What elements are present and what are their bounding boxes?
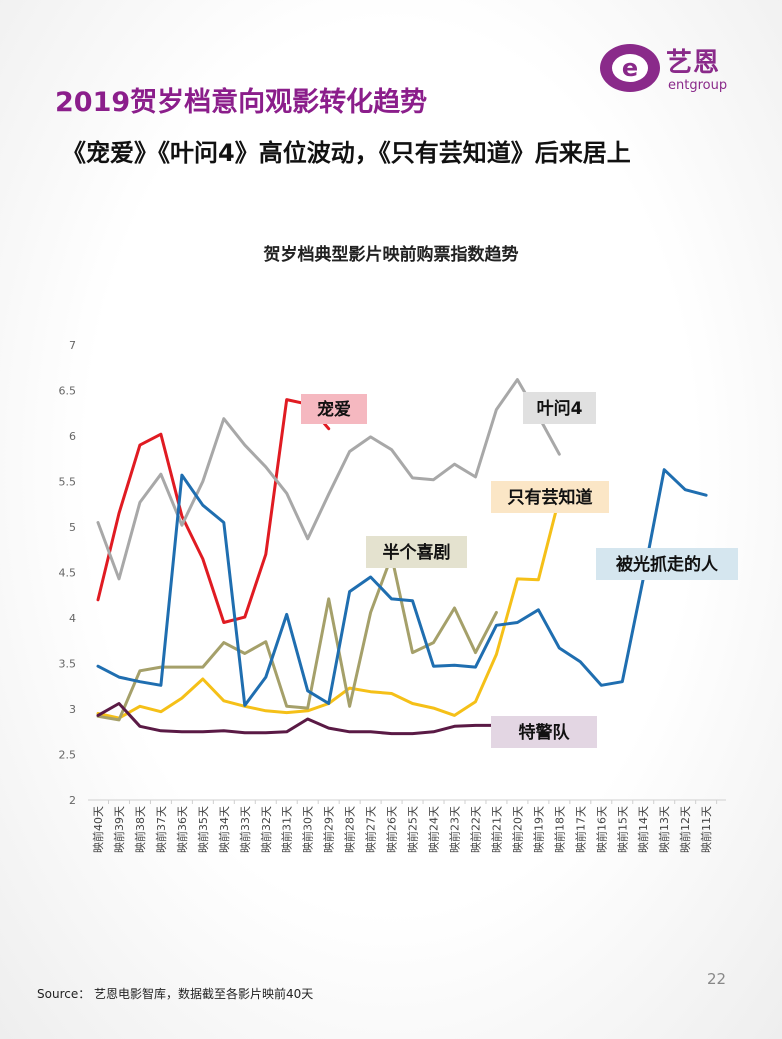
entgroup-logo: e (600, 44, 660, 92)
y-tick-label: 4 (69, 612, 76, 625)
series-line (96, 554, 498, 722)
x-tick-label: 映前27天 (364, 806, 378, 853)
series-line (96, 702, 498, 736)
x-tick-label: 映前34天 (217, 806, 231, 853)
x-tick-label: 映前23天 (447, 806, 461, 853)
x-tick-label: 映前17天 (573, 806, 587, 853)
y-tick-label: 3.5 (59, 658, 77, 671)
series-line (96, 378, 561, 581)
x-tick-label: 映前18天 (552, 806, 566, 853)
series-label-box (491, 716, 597, 748)
y-tick-label: 3 (69, 703, 76, 716)
series-label-box (596, 548, 738, 580)
x-tick-label: 映前38天 (133, 806, 147, 853)
x-tick-label: 映前33天 (238, 806, 252, 853)
series-label: 半个喜剧 (383, 542, 451, 563)
source-note: Source： 艺恩电影智库，数据截至各影片映前40天 (37, 987, 314, 1001)
x-tick-label: 映前13天 (657, 806, 671, 853)
x-tick-label: 映前15天 (615, 806, 629, 853)
series-label: 叶问4 (537, 398, 583, 419)
x-tick-label: 映前20天 (510, 806, 524, 853)
chart-title: 贺岁档典型影片映前购票指数趋势 (263, 245, 519, 265)
x-tick-label: 映前12天 (678, 806, 692, 853)
svg-text:e: e (622, 54, 638, 82)
y-tick-label: 2 (69, 794, 76, 807)
x-tick-label: 映前14天 (636, 806, 650, 853)
page-subtitle: 《宠爱》《叶问4》高位波动，《只有芸知道》后来居上 (62, 139, 631, 167)
x-tick-label: 映前37天 (154, 806, 168, 853)
x-tick-label: 映前11天 (699, 806, 713, 853)
series-label: 特警队 (519, 722, 571, 743)
logo-cn: 艺恩 (666, 48, 721, 78)
y-tick-label: 2.5 (59, 749, 77, 762)
x-tick-label: 映前35天 (196, 806, 210, 853)
series-line (96, 398, 331, 624)
series-label: 只有芸知道 (508, 487, 593, 508)
x-tick-label: 映前16天 (594, 806, 608, 853)
logo-en: entgroup (668, 78, 728, 93)
x-tick-label: 映前21天 (489, 806, 503, 853)
y-tick-label: 5.5 (59, 476, 77, 489)
x-tick-label: 映前31天 (280, 806, 294, 853)
series-label-box (523, 392, 596, 424)
page-number: 22 (707, 970, 727, 988)
y-tick-label: 6.5 (59, 385, 77, 398)
series-line (96, 468, 708, 707)
y-tick-label: 5 (69, 521, 76, 534)
x-tick-label: 映前25天 (406, 806, 420, 853)
y-tick-label: 6 (69, 430, 76, 443)
page-title: 2019贺岁档意向观影转化趋势 (55, 87, 428, 118)
x-tick-label: 映前36天 (175, 806, 189, 853)
y-tick-label: 7 (69, 339, 76, 352)
x-tick-label: 映前19天 (531, 806, 545, 853)
x-tick-label: 映前26天 (385, 806, 399, 853)
series-label: 宠爱 (317, 399, 351, 420)
y-tick-label: 4.5 (59, 567, 77, 580)
series-label-box (366, 536, 467, 568)
x-tick-label: 映前29天 (322, 806, 336, 853)
x-tick-label: 映前22天 (468, 806, 482, 853)
series-label-box (491, 481, 609, 513)
x-tick-label: 映前32天 (259, 806, 273, 853)
x-tick-label: 映前24天 (427, 806, 441, 853)
x-tick-label: 映前30天 (301, 806, 315, 853)
x-tick-label: 映前40天 (91, 806, 105, 853)
series-label: 被光抓走的人 (616, 554, 719, 575)
x-tick-label: 映前39天 (112, 806, 126, 853)
x-tick-label: 映前28天 (343, 806, 357, 853)
series-label-box (301, 394, 367, 424)
